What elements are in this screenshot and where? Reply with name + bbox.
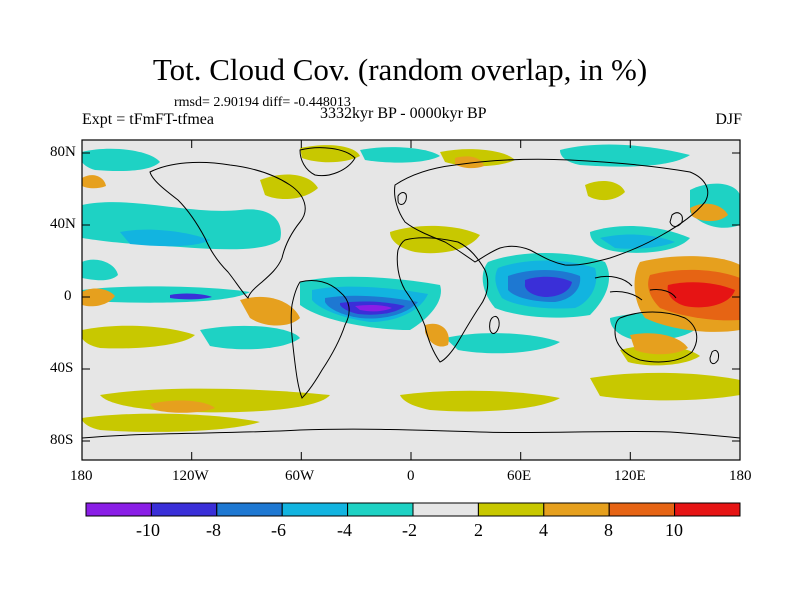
colorbar-bin [85, 502, 152, 517]
coastline-new-zealand [709, 349, 719, 365]
anomaly-patch [400, 390, 560, 412]
coastlines [82, 147, 740, 439]
colorbar-bin [674, 502, 741, 517]
coastline-australia [614, 311, 698, 363]
lon-label: 180 [729, 468, 752, 484]
colorbar [85, 502, 741, 517]
colorbar-bin [543, 502, 610, 517]
anomaly-patch [300, 145, 360, 163]
season-label: DJF [715, 111, 742, 128]
anomaly-patch [445, 333, 560, 354]
colorbar-label: 8 [604, 520, 613, 540]
anomaly-patch [82, 175, 106, 189]
anomaly-patch [82, 148, 160, 172]
lat-label: 40N [50, 216, 76, 232]
coastline-uk [397, 192, 407, 205]
coastline-south-america [290, 279, 350, 399]
coastline-madagascar [489, 315, 500, 334]
lat-label: 40S [50, 360, 74, 376]
anomaly-patch [355, 304, 392, 312]
coastline-japan [669, 212, 683, 227]
anomaly-patch [425, 323, 449, 347]
colorbar-label: -2 [402, 520, 417, 540]
anomaly-patch [200, 325, 300, 350]
anomaly-field [82, 140, 740, 460]
coastline-greenland [299, 147, 356, 177]
coastline-eurasia [394, 158, 709, 266]
colorbar-label: -4 [337, 520, 352, 540]
lon-label: 60E [507, 468, 532, 484]
anomaly-patch [585, 180, 625, 201]
anomaly-patch [82, 288, 115, 307]
colorbar-label: 4 [539, 520, 548, 540]
lon-label: 60W [285, 468, 315, 484]
stats-label: rmsd= 2.90194 diff= -0.448013 [174, 95, 351, 110]
colorbar-label: 2 [474, 520, 483, 540]
coastline-africa [396, 237, 489, 363]
lon-label: 120E [614, 468, 646, 484]
lat-label: 80N [50, 144, 76, 160]
anomaly-patch [260, 174, 318, 200]
plot-title: Tot. Cloud Cov. (random overlap, in %) [152, 52, 648, 87]
colorbar-label: -10 [136, 520, 160, 540]
lat-label: 0 [64, 288, 72, 304]
anomaly-patch [82, 286, 250, 303]
colorbar-bin [608, 502, 676, 517]
anomaly-patch [360, 147, 440, 163]
period-label: 3332kyr BP - 0000kyr BP [320, 105, 487, 122]
lat-label: 80S [50, 432, 74, 448]
anomaly-patch [240, 296, 300, 326]
colorbar-bin [150, 502, 218, 517]
anomaly-patch [524, 276, 572, 297]
anomaly-patch [170, 293, 212, 300]
anomaly-patch [82, 413, 260, 432]
anomaly-patch [667, 282, 735, 308]
colorbar-bin [216, 502, 283, 517]
lon-label: 0 [407, 468, 415, 484]
anomaly-patch [630, 333, 688, 355]
colorbar-label: 10 [665, 520, 683, 540]
anomaly-patch [120, 229, 210, 247]
lon-label: 180 [70, 468, 93, 484]
anomaly-patch [390, 225, 480, 254]
anomaly-patch [590, 372, 740, 401]
coastline-antarctica [82, 428, 740, 439]
colorbar-label: -8 [206, 520, 221, 540]
anomaly-patch [82, 325, 195, 349]
colorbar-bin [281, 502, 349, 517]
lon-label: 120W [172, 468, 209, 484]
coastline-north-america [149, 161, 306, 299]
map-ticks [81, 140, 741, 460]
experiment-label: Expt = tFmFT-tfmea [82, 111, 214, 128]
colorbar-label: -6 [271, 520, 286, 540]
colorbar-bin [347, 502, 414, 517]
colorbar-bin [412, 502, 479, 517]
anomaly-patch [455, 156, 484, 169]
coastline-maritime-continent [594, 275, 677, 301]
anomaly-patch [150, 400, 215, 413]
anomaly-patch [82, 259, 118, 281]
colorbar-bin [477, 502, 545, 517]
